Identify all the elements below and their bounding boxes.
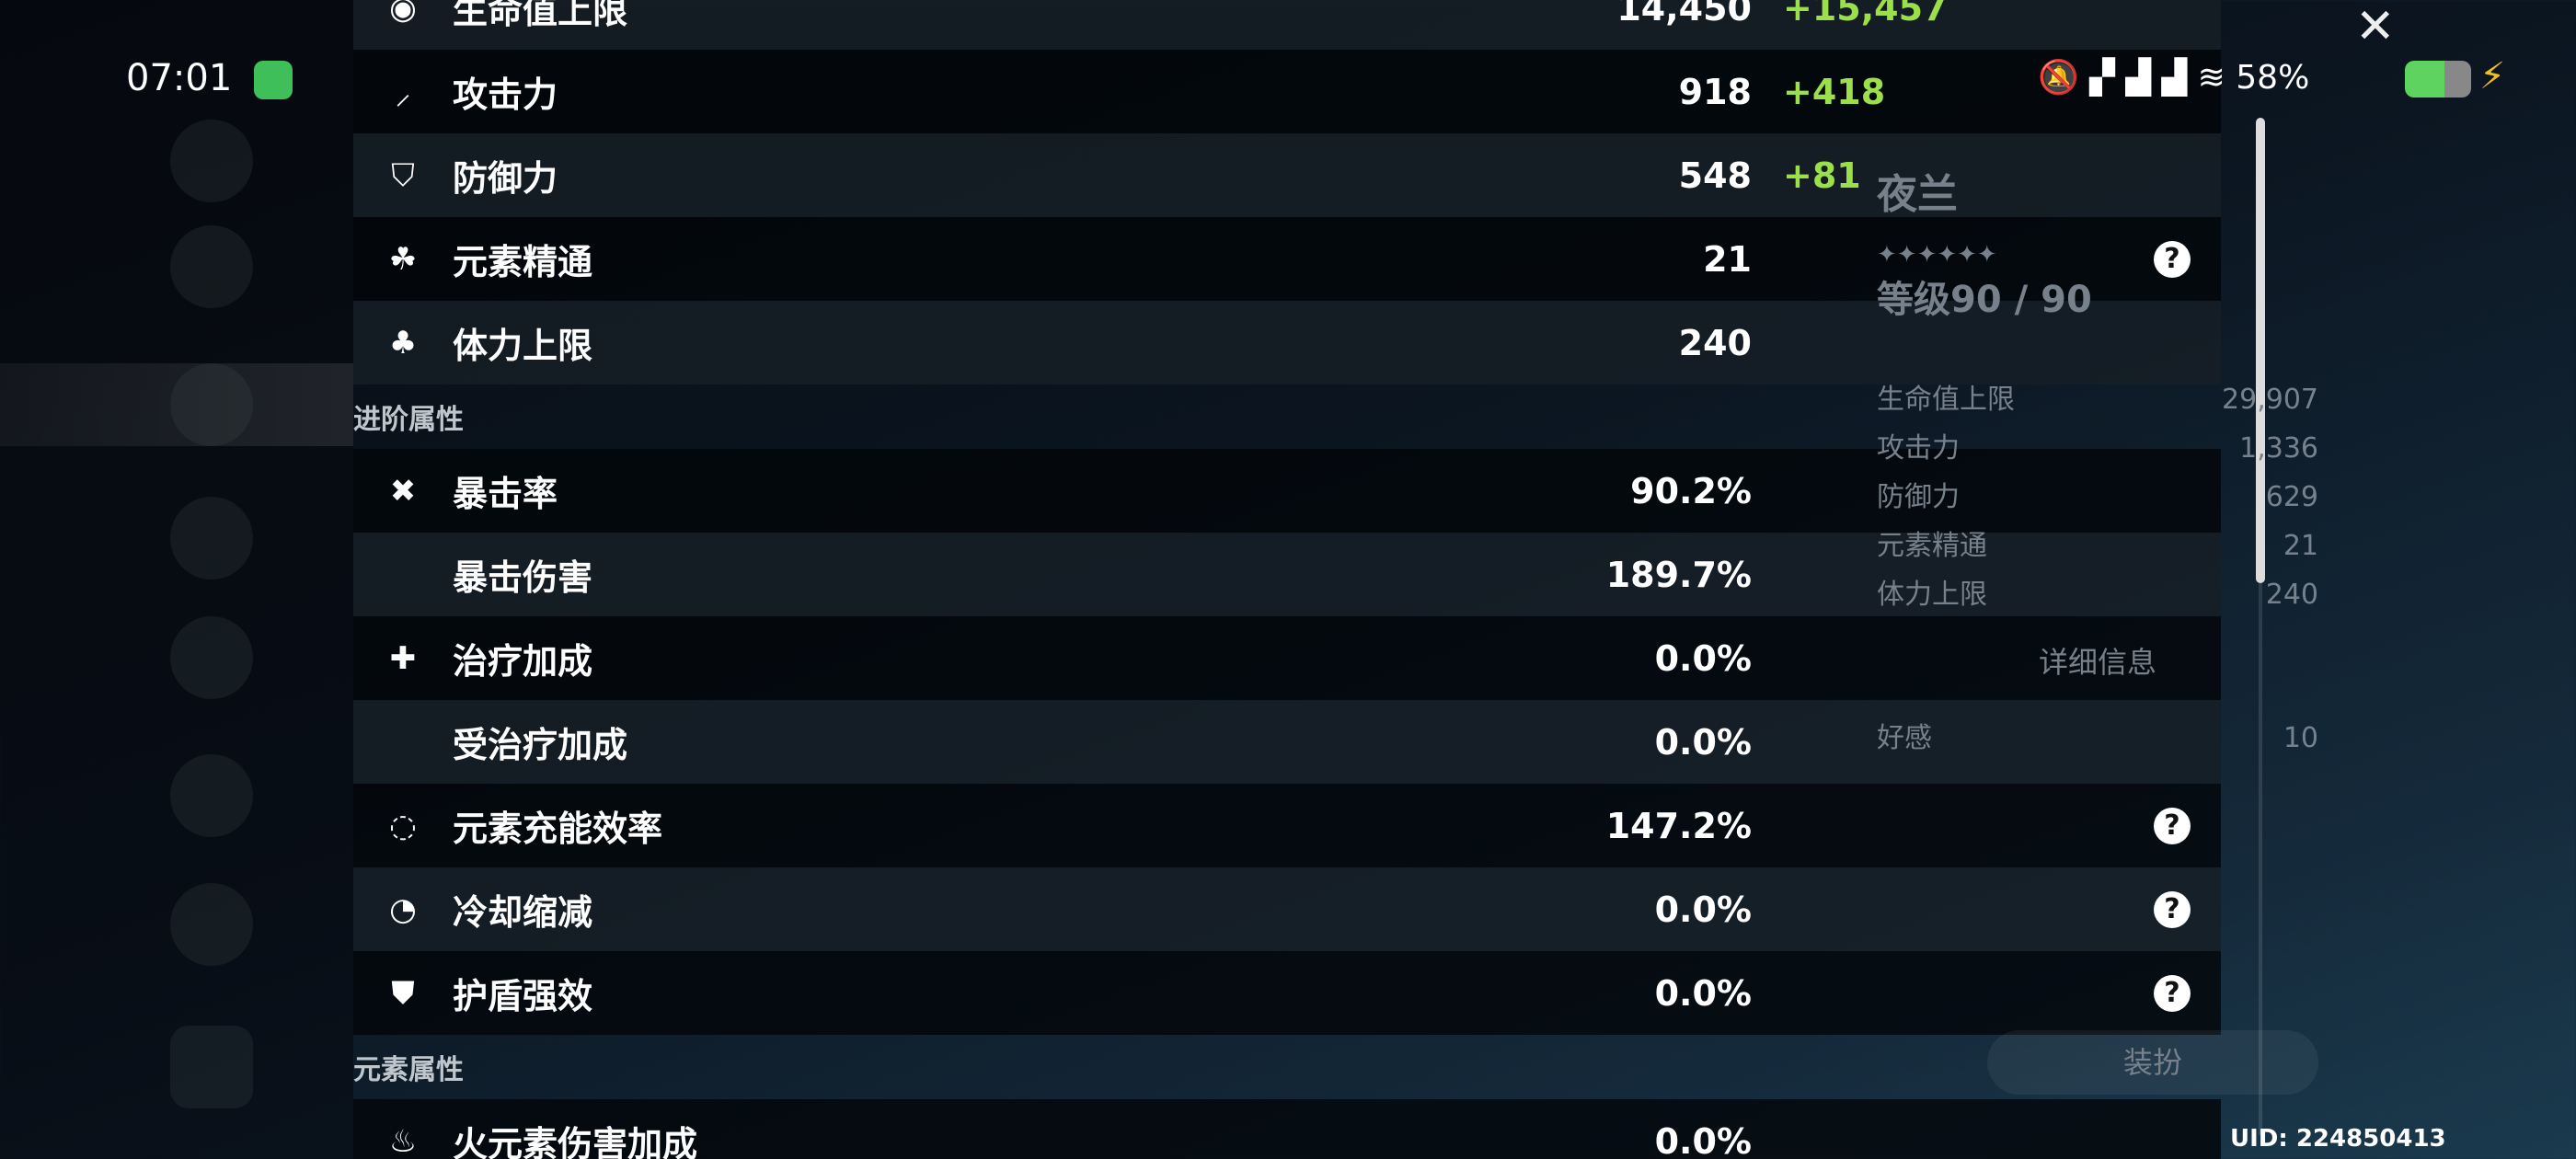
- stat-value: 0.0%: [1654, 972, 1752, 1014]
- close-icon[interactable]: ✕: [2355, 0, 2396, 54]
- uid-label: UID: 224850413: [2230, 1125, 2446, 1153]
- grid-menu-icon[interactable]: [170, 1026, 253, 1108]
- energy-recharge-icon: ◌: [389, 807, 417, 844]
- stat-value: 189.7%: [1605, 554, 1752, 595]
- stat-label: 生命值上限: [453, 0, 628, 31]
- stat-row-stamina: ♣ 体力上限 240: [353, 301, 2221, 384]
- stat-label: 治疗加成: [453, 641, 593, 682]
- character-avatar[interactable]: [170, 497, 253, 580]
- stat-label: 攻击力: [453, 75, 558, 115]
- stat-row-cooldown: ◔ 冷却缩减 0.0%?: [353, 867, 2221, 951]
- stat-value: 0.0%: [1654, 889, 1752, 930]
- stat-value: 918: [1678, 71, 1752, 112]
- scrollbar-thumb[interactable]: [2256, 118, 2265, 583]
- character-sidebar: [0, 0, 353, 1159]
- stat-value: 548: [1678, 155, 1752, 196]
- wechat-icon: [254, 61, 293, 99]
- help-icon[interactable]: ?: [2154, 807, 2191, 844]
- stat-label: 受治疗加成: [453, 725, 628, 765]
- character-avatar[interactable]: [170, 616, 253, 699]
- stat-label: 元素充能效率: [453, 809, 663, 849]
- stat-value: 14,450: [1616, 0, 1752, 29]
- bg-stat-value: 1,336: [2239, 432, 2318, 465]
- stat-row-shield-strength: ⛊ 护盾强效 0.0%?: [353, 951, 2221, 1035]
- stat-label: 暴击伤害: [453, 557, 593, 598]
- stat-label: 体力上限: [453, 326, 593, 366]
- stat-label: 元素精通: [453, 242, 593, 282]
- shield-icon: ⛉: [391, 156, 415, 194]
- stat-value: 21: [1703, 238, 1752, 280]
- hp-icon: ◉: [389, 0, 417, 27]
- selected-character-highlight: [0, 363, 353, 446]
- pyro-icon: ♨: [388, 1122, 418, 1159]
- stat-bonus: +81: [1783, 155, 1861, 196]
- stat-row: 受治疗加成 0.0%: [353, 700, 2221, 784]
- friendship-value: 10: [2283, 722, 2318, 754]
- status-time: 07:01: [126, 57, 233, 99]
- stat-label: 火元素伤害加成: [453, 1124, 698, 1159]
- stat-label: 护盾强效: [453, 976, 593, 1016]
- stat-value: 0.0%: [1654, 1120, 1752, 1159]
- bg-stat-value: 629: [2265, 481, 2318, 513]
- stat-row-hp: ◉ 生命值上限 14,450 +15,457: [353, 0, 2221, 50]
- stat-row-shield: ⛉ 防御力 548 +81: [353, 133, 2221, 217]
- stat-row: 暴击伤害 189.7%: [353, 533, 2221, 616]
- stat-label: 冷却缩减: [453, 892, 593, 933]
- stat-row-elemental-mastery: ☘ 元素精通 21?: [353, 217, 2221, 301]
- character-avatar[interactable]: [170, 754, 253, 837]
- help-icon[interactable]: ?: [2154, 240, 2191, 278]
- battery-icon: [2405, 61, 2471, 98]
- stat-value: 0.0%: [1654, 721, 1752, 763]
- healing-icon: ✚: [389, 639, 417, 677]
- character-avatar[interactable]: [170, 120, 253, 202]
- stat-row-healing: ✚ 治疗加成 0.0%: [353, 616, 2221, 700]
- scrollbar-track[interactable]: [2259, 583, 2262, 1135]
- attribute-list: ◉ 生命值上限 14,450 +15,457 ⸝ 攻击力 918 +418 ⛉ 防御力 548 +81…: [353, 0, 2221, 1159]
- stat-bonus: +15,457: [1783, 0, 1948, 29]
- character-avatar[interactable]: [170, 225, 253, 308]
- charging-icon: ⚡: [2479, 55, 2506, 98]
- stat-row-sword: ⸝ 攻击力 918 +418: [353, 50, 2221, 133]
- sword-icon: ⸝: [395, 75, 411, 112]
- battery-percent: 58%: [2236, 59, 2310, 97]
- bg-stat-value: 240: [2265, 579, 2318, 611]
- status-icons: 🔕 ▞ ▟ ▟ ≋ 58%: [2038, 59, 2310, 97]
- stat-value: 90.2%: [1630, 470, 1752, 511]
- stat-value: 0.0%: [1654, 637, 1752, 679]
- stat-value: 240: [1678, 322, 1752, 363]
- cooldown-icon: ◔: [389, 890, 417, 928]
- help-icon[interactable]: ?: [2154, 890, 2191, 928]
- character-avatar[interactable]: [170, 883, 253, 966]
- stat-row-crit: ✖ 暴击率 90.2%: [353, 449, 2221, 533]
- elemental-mastery-icon: ☘: [388, 240, 418, 278]
- shield-strength-icon: ⛊: [391, 974, 415, 1012]
- stat-row-energy-recharge: ◌ 元素充能效率 147.2%?: [353, 784, 2221, 867]
- stat-bonus: +418: [1783, 71, 1886, 112]
- crit-icon: ✖: [389, 472, 417, 510]
- stamina-icon: ♣: [388, 324, 418, 361]
- stat-row-pyro: ♨ 火元素伤害加成 0.0%: [353, 1099, 2221, 1159]
- bg-stat-value: 21: [2283, 530, 2318, 562]
- character-avatar[interactable]: [170, 363, 253, 446]
- stat-value: 147.2%: [1605, 805, 1752, 846]
- section-header-elemental: 元素属性: [353, 1054, 464, 1086]
- help-icon[interactable]: ?: [2154, 974, 2191, 1012]
- section-header-advanced: 进阶属性: [353, 404, 464, 436]
- stat-label: 暴击率: [453, 474, 558, 514]
- bg-stat-value: 29,907: [2222, 384, 2318, 416]
- stat-label: 防御力: [453, 158, 558, 199]
